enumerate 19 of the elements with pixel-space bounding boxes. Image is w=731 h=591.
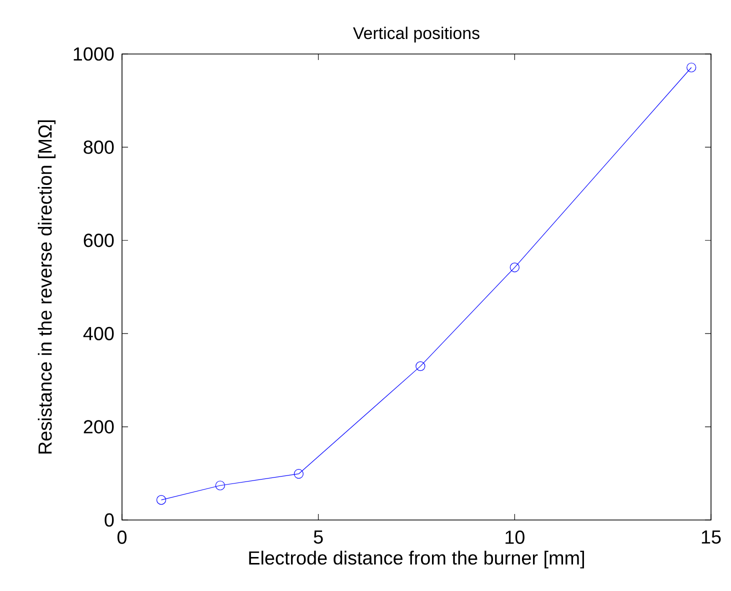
- y-tick-label: 200: [84, 420, 114, 434]
- y-tick-label: 400: [83, 326, 114, 340]
- point: [294, 469, 304, 479]
- point: [156, 495, 166, 505]
- y-tick-label: 600: [84, 234, 114, 248]
- y-axis-title: Resistance in the reverse direction [MΩ]: [38, 120, 56, 454]
- point: [215, 480, 225, 490]
- x-tick-label: 0: [117, 530, 127, 544]
- x-axis-title: Electrode distance from the burner [mm]: [249, 550, 584, 568]
- point: [416, 361, 426, 372]
- x-tick-label: 15: [702, 530, 721, 544]
- chart-title: Vertical positions: [353, 26, 480, 42]
- x-tick-label: 5: [314, 530, 323, 544]
- y-tick-label: 800: [84, 140, 114, 154]
- point: [686, 62, 696, 72]
- point: [510, 262, 520, 272]
- x-tick-label: 10: [506, 530, 524, 544]
- y-tick-label: 1000: [74, 47, 114, 61]
- y-tick-label: 0: [104, 513, 114, 527]
